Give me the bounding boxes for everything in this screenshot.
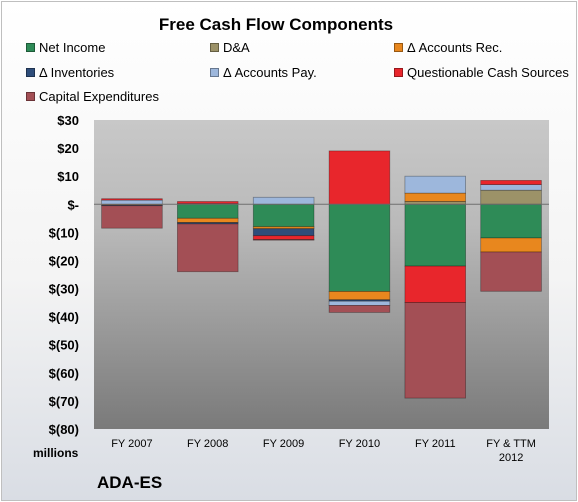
legend-item-accounts-pay: Δ Accounts Pay.: [210, 65, 317, 80]
legend-label-questionable-cash: Questionable Cash Sources: [407, 65, 569, 80]
y-tick-label: $30: [57, 113, 79, 128]
bar-segment: [404, 203, 466, 267]
legend-swatch-net-income: [26, 43, 35, 52]
company-label: ADA-ES: [97, 473, 163, 492]
bar-segment: [101, 198, 163, 201]
x-tick-label: FY 2011: [415, 438, 456, 450]
bar-segment: [404, 302, 466, 399]
x-tick-label: FY 2008: [187, 438, 228, 450]
legend-swatch-questionable-cash: [394, 68, 403, 77]
bars: [101, 150, 542, 399]
x-tick-label: 2012: [499, 452, 523, 464]
bar-segment: [101, 199, 163, 205]
x-tick-label: FY 2010: [339, 438, 380, 450]
bar-segment: [252, 228, 315, 237]
bar-segment: [176, 201, 239, 204]
bar-segment: [328, 300, 391, 306]
legend-item-inventories: Δ Inventories: [26, 65, 114, 80]
bar-segment: [480, 189, 542, 205]
bar-segment: [328, 299, 391, 302]
bar-segment: [176, 223, 239, 273]
bar-segment: [328, 203, 391, 292]
bar-segment: [480, 203, 542, 239]
y-tick-label: $(70): [49, 394, 79, 409]
y-tick-label: $20: [57, 141, 79, 156]
y-axis-ticks: $30 $20 $10 $- $(10) $(20) $(30) $(40) $(50) $(60…: [49, 113, 79, 437]
bar-segment: [101, 205, 163, 229]
bar-segment: [404, 192, 466, 202]
bar-segment: [252, 203, 315, 228]
y-tick-label: $(30): [49, 282, 79, 297]
legend-item-d-and-a: D&A: [210, 40, 250, 55]
y-tick-label: $(80): [49, 422, 79, 437]
bar-segment: [328, 290, 391, 301]
bar-segment: [252, 235, 315, 240]
legend-item-accounts-rec: Δ Accounts Rec.: [394, 40, 502, 55]
bar-segment: [252, 238, 315, 241]
bar-segment: [328, 304, 391, 313]
legend-item-questionable-cash: Questionable Cash Sources: [394, 65, 569, 80]
y-tick-label: $(60): [49, 366, 79, 381]
plot-area: [94, 120, 549, 429]
bar-segment: [480, 184, 542, 191]
bar-segment: [252, 196, 315, 205]
units-label: millions: [33, 446, 79, 460]
legend-swatch-d-and-a: [210, 43, 219, 52]
y-tick-label: $(20): [49, 253, 79, 268]
y-tick-label: $(10): [49, 225, 79, 240]
bar-segment: [328, 150, 391, 205]
chart-title: Free Cash Flow Components: [158, 15, 394, 34]
legend-swatch-accounts-pay: [210, 68, 219, 77]
legend-label-inventories: Δ Inventories: [39, 65, 115, 80]
x-tick-label: FY 2009: [263, 438, 304, 450]
legend-swatch-inventories: [26, 68, 35, 77]
bar-segment: [404, 265, 466, 304]
bar-segment: [480, 179, 542, 185]
y-tick-label: $-: [67, 197, 79, 212]
x-tick-label: FY 2007: [111, 438, 152, 450]
legend-label-capex: Capital Expenditures: [39, 89, 159, 104]
y-tick-label: $(40): [49, 310, 79, 325]
legend-swatch-accounts-rec: [394, 43, 403, 52]
bar-segment: [480, 251, 542, 292]
legend-label-accounts-rec: Δ Accounts Rec.: [407, 40, 503, 55]
legend-label-net-income: Net Income: [39, 40, 106, 55]
x-axis-ticks: FY 2007 FY 2008 FY 2009 FY 2010 FY 2011 FY & …: [111, 438, 536, 464]
bar-segment: [480, 237, 542, 253]
bar-segment: [176, 217, 239, 223]
legend-swatch-capex: [26, 92, 35, 101]
x-tick-label: FY & TTM: [486, 438, 536, 450]
legend-item-capex: Capital Expenditures: [26, 89, 159, 104]
y-tick-label: $(50): [49, 338, 79, 353]
legend-label-d-and-a: D&A: [223, 40, 250, 55]
legend-item-net-income: Net Income: [26, 40, 105, 55]
bar-segment: [176, 203, 239, 219]
bar-segment: [404, 175, 466, 194]
y-tick-label: $10: [57, 169, 79, 184]
legend-label-accounts-pay: Δ Accounts Pay.: [223, 65, 317, 80]
